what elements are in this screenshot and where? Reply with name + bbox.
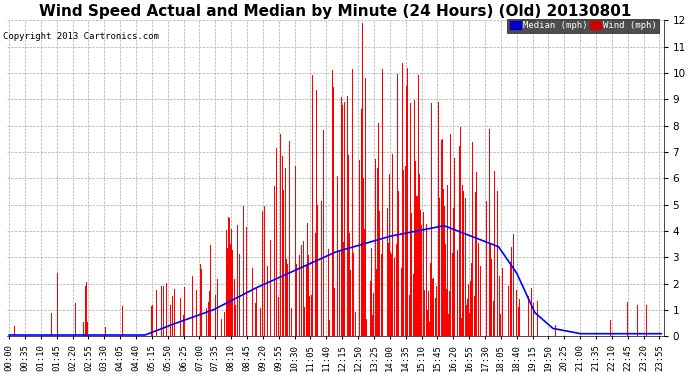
Text: Copyright 2013 Cartronics.com: Copyright 2013 Cartronics.com	[3, 32, 159, 41]
Legend: Median (mph), Wind (mph): Median (mph), Wind (mph)	[507, 18, 659, 33]
Title: Wind Speed Actual and Median by Minute (24 Hours) (Old) 20130801: Wind Speed Actual and Median by Minute (…	[39, 4, 631, 19]
